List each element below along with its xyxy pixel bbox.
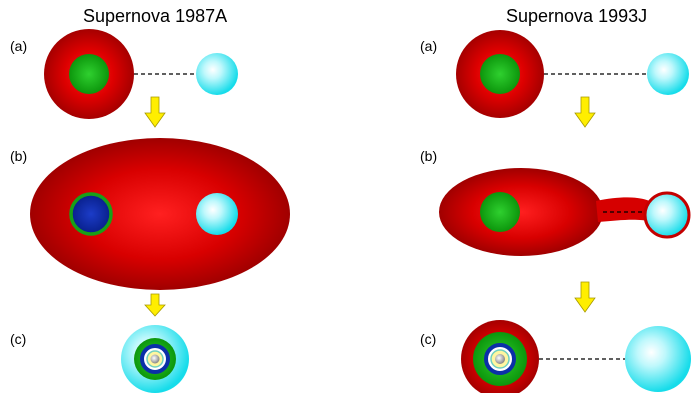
label-1993j-stage-c: (c) (420, 331, 437, 347)
label-1987a-stage-b: (b) (10, 148, 28, 164)
merged-core (69, 192, 113, 236)
down-arrow-icon (144, 96, 166, 128)
stellar-core (69, 54, 109, 94)
label-1993j-stage-a: (a) (420, 38, 438, 54)
label-1993j-stage-b: (b) (420, 148, 438, 164)
sn1993j-stage-c (461, 320, 691, 393)
companion-star (196, 193, 238, 235)
title-supernova-1993j: Supernova 1993J (506, 6, 648, 26)
sn1987a-stage-b (30, 138, 290, 290)
label-1987a-stage-c: (c) (10, 331, 27, 347)
sn1987a-stage-a (44, 29, 238, 119)
down-arrow-icon (574, 96, 596, 128)
sn1987a-stage-c (121, 325, 189, 393)
stellar-core (480, 54, 520, 94)
stellar-core (480, 192, 520, 232)
swollen-companion (625, 326, 691, 392)
label-1987a-stage-a: (a) (10, 38, 28, 54)
sn1993j-stage-a (456, 30, 689, 118)
iron-core (150, 354, 160, 364)
sn1993j-stage-b (439, 168, 691, 256)
title-supernova-1987a: Supernova 1987A (83, 6, 228, 26)
iron-core (495, 354, 505, 364)
mass-transfer-stream (596, 197, 652, 222)
donor-envelope (439, 168, 603, 256)
accreting-companion (643, 191, 691, 239)
companion-star (647, 53, 689, 95)
companion-star (196, 53, 238, 95)
down-arrow-icon (574, 281, 596, 313)
common-envelope (30, 138, 290, 290)
down-arrow-icon (144, 293, 166, 317)
